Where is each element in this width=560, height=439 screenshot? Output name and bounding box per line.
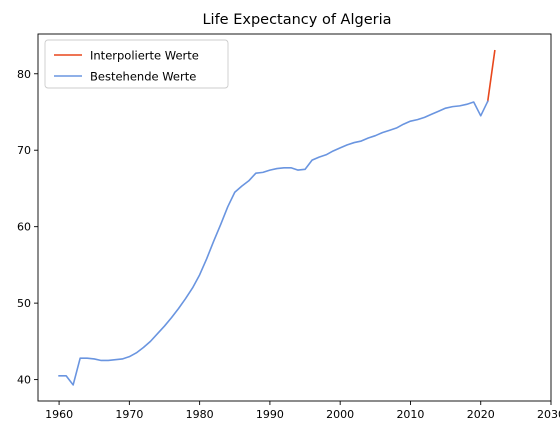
x-tick-label-1960: 1960 — [45, 408, 73, 421]
plot-background — [38, 34, 551, 401]
x-tick-label-2010: 2010 — [396, 408, 424, 421]
x-tick-label-1970: 1970 — [115, 408, 143, 421]
x-tick-label-2030: 2030 — [537, 408, 560, 421]
y-tick-label-50: 50 — [17, 297, 31, 310]
y-tick-label-70: 70 — [17, 144, 31, 157]
x-tick-label-1980: 1980 — [186, 408, 214, 421]
chart-title: Life Expectancy of Algeria — [202, 12, 391, 28]
legend-label-bestehende-werte: Bestehende Werte — [90, 70, 196, 84]
y-tick-label-80: 80 — [17, 68, 31, 81]
series-line-bestehende-werte — [58, 100, 489, 386]
x-tick-label-2020: 2020 — [467, 408, 495, 421]
series-line-interpolierte-werte — [486, 49, 496, 103]
x-tick-label-2000: 2000 — [326, 408, 354, 421]
legend-box — [44, 39, 229, 89]
series-layer — [58, 49, 496, 386]
axes-layer: 1960 1970 1980 1990 2000 2010 2020 2030 40 50 60 70… — [17, 33, 560, 421]
legend: Interpolierte Werte Bestehende Werte — [44, 39, 229, 89]
x-tick-label-1990: 1990 — [256, 408, 284, 421]
y-tick-label-60: 60 — [17, 221, 31, 234]
y-tick-label-40: 40 — [17, 374, 31, 387]
axes-frame — [37, 33, 552, 402]
legend-label-interpolierte-werte: Interpolierte Werte — [90, 49, 199, 63]
plot-area — [38, 34, 551, 401]
